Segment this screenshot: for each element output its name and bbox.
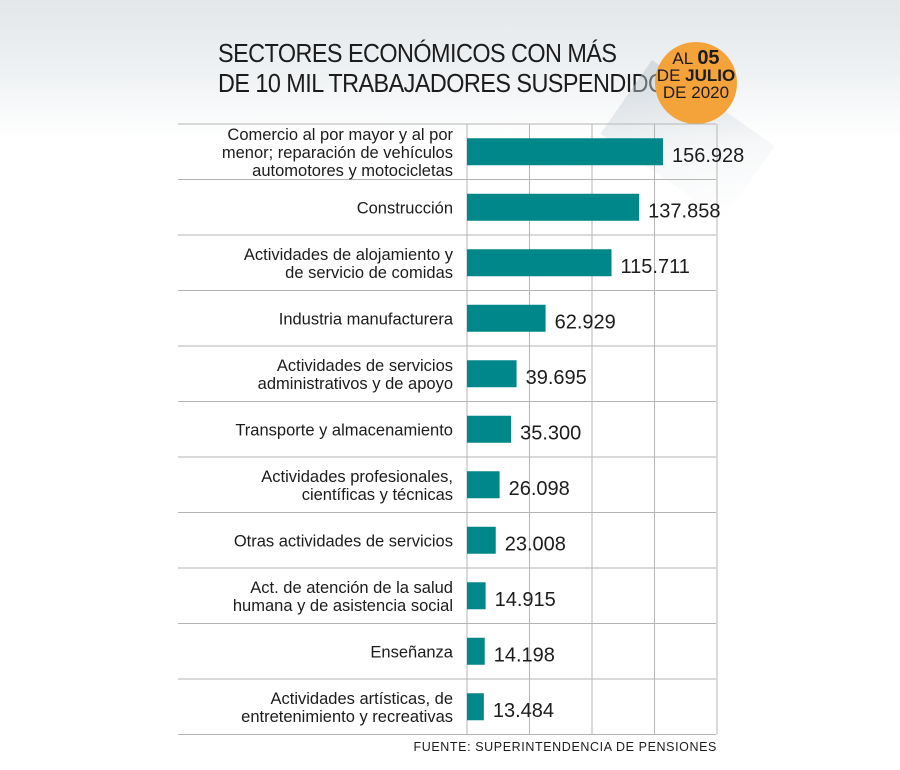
category-label: menor; reparación de vehículos <box>222 144 453 162</box>
data-label: 23.008 <box>505 533 566 555</box>
data-label: 62.929 <box>555 311 616 333</box>
bar <box>467 582 486 610</box>
badge-month: JULIO <box>685 66 736 85</box>
bar <box>467 526 496 554</box>
bar <box>467 249 612 277</box>
category-label: Act. de atención de la salud <box>250 579 453 597</box>
bar <box>467 637 485 665</box>
bar <box>467 304 546 332</box>
badge-day: 05 <box>697 47 720 69</box>
data-label: 39.695 <box>526 367 587 389</box>
data-label: 115.711 <box>621 256 690 278</box>
bar <box>467 138 663 166</box>
category-label: científicas y técnicas <box>302 486 453 504</box>
category-label: Comercio al por mayor y al por <box>227 126 453 144</box>
bar <box>467 693 484 721</box>
badge-line-3: DE 2020 <box>662 83 730 102</box>
bar <box>467 415 512 443</box>
category-label: Enseñanza <box>370 643 453 661</box>
category-label: Construcción <box>357 199 453 217</box>
category-label: entretenimiento y recreativas <box>241 708 453 726</box>
header-background <box>0 0 900 140</box>
badge-line-1: AL 05 <box>655 47 737 69</box>
category-label: Actividades profesionales, <box>261 468 453 486</box>
category-label: de servicio de comidas <box>285 264 453 282</box>
badge-prefix-al: AL <box>672 49 698 68</box>
category-label: automotores y motocicletas <box>252 162 453 180</box>
category-label: Actividades artísticas, de <box>271 690 454 708</box>
source-note: FUENTE: SUPERINTENDENCIA DE PENSIONES <box>413 740 717 754</box>
chart-title: SECTORES ECONÓMICOS CON MÁS DE 10 MIL TR… <box>218 38 681 98</box>
category-label: Industria manufacturera <box>279 310 454 328</box>
category-label: humana y de asistencia social <box>233 597 453 615</box>
data-label: 26.098 <box>509 478 570 500</box>
category-label: Actividades de alojamiento y <box>244 246 454 264</box>
data-label: 35.300 <box>520 422 581 444</box>
category-label: Actividades de servicios <box>277 357 453 375</box>
badge-line-2: DE JULIO <box>655 67 737 84</box>
bar <box>467 471 500 499</box>
data-label: 13.484 <box>493 700 554 722</box>
data-label: 156.928 <box>672 145 744 167</box>
data-label: 137.858 <box>648 200 720 222</box>
bar <box>467 360 517 388</box>
data-label: 14.198 <box>494 644 555 666</box>
chart-title-line-1: SECTORES ECONÓMICOS CON MÁS <box>218 38 617 68</box>
data-label: 14.915 <box>495 589 556 611</box>
badge-prefix-de: DE <box>656 66 686 85</box>
category-label: administrativos y de apoyo <box>258 375 453 393</box>
chart-title-line-2: DE 10 MIL TRABAJADORES SUSPENDIDOS <box>218 68 681 98</box>
category-label: Transporte y almacenamiento <box>235 421 453 439</box>
category-label: Otras actividades de servicios <box>234 532 453 550</box>
date-badge: AL 05 DE JULIO DE 2020 <box>655 42 737 124</box>
bar <box>467 193 640 221</box>
